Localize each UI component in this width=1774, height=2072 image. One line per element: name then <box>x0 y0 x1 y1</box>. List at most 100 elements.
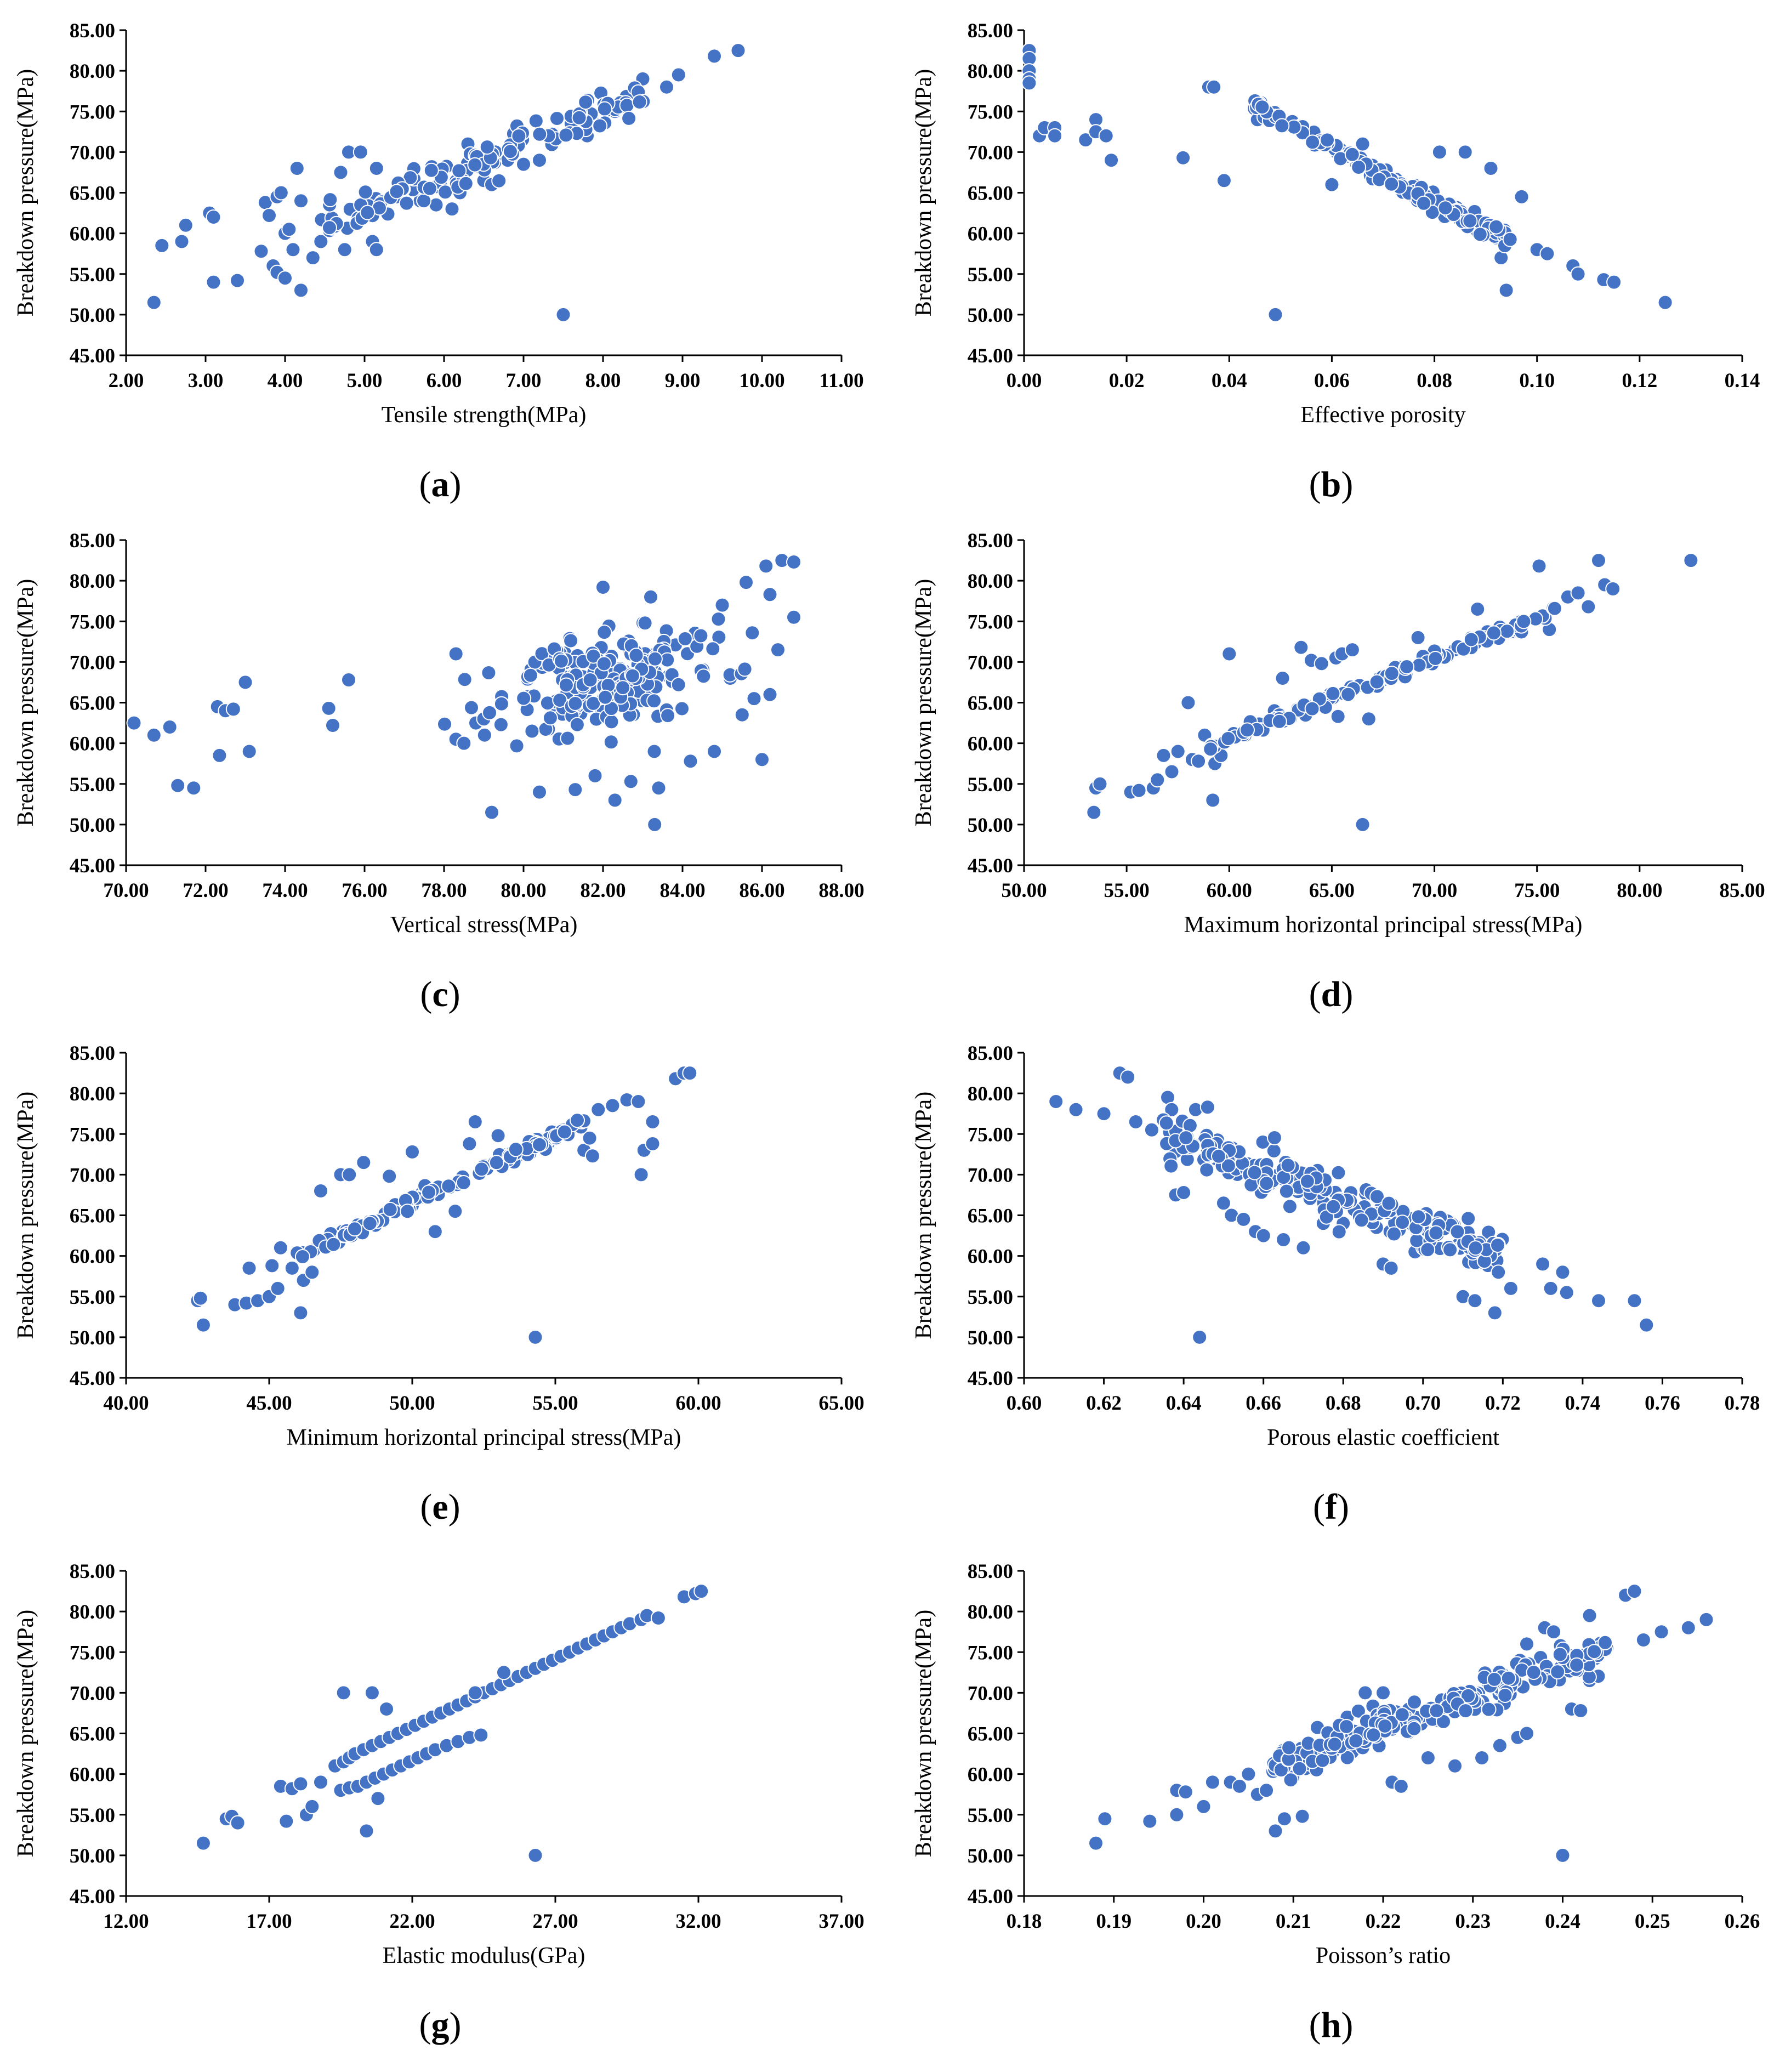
data-point <box>1467 1293 1483 1309</box>
data-point <box>285 242 301 258</box>
chart-panel-d: 50.00 55.00 60.00 65.00 70.00 75.00 80.00 85.00… <box>911 530 1765 1014</box>
data-point <box>1481 1701 1497 1717</box>
data-point <box>1150 772 1165 788</box>
data-point <box>567 782 583 798</box>
data-point <box>456 1175 471 1190</box>
data-points <box>190 1065 698 1345</box>
y-tick-label: 75.00 <box>968 1642 1013 1664</box>
panel-label-open: ( <box>1309 2005 1321 2045</box>
x-tick-label: 37.00 <box>818 1910 864 1933</box>
data-point <box>1326 1199 1341 1214</box>
data-point <box>272 1240 288 1256</box>
data-point <box>1591 1293 1606 1309</box>
data-point <box>488 1155 504 1171</box>
panel-label-close: ) <box>1337 1487 1349 1527</box>
y-tick-label: 80.00 <box>968 1083 1013 1105</box>
data-point <box>357 184 373 200</box>
data-point <box>1381 1195 1397 1211</box>
data-point <box>1492 1738 1508 1753</box>
data-point <box>660 708 676 724</box>
data-point <box>738 575 754 591</box>
data-point <box>553 653 569 669</box>
data-point <box>441 1178 457 1194</box>
data-point <box>126 715 142 731</box>
data-point <box>325 718 340 733</box>
data-point <box>563 633 579 649</box>
data-point <box>532 126 548 142</box>
x-axis-title: Tensile strength(MPa) <box>382 402 587 428</box>
y-tick-label: 80.00 <box>70 60 115 83</box>
data-point <box>423 162 439 178</box>
data-point <box>1104 152 1119 168</box>
data-point <box>1175 150 1191 166</box>
data-point <box>1169 1807 1185 1823</box>
data-point <box>1255 1228 1271 1244</box>
data-point <box>571 110 587 126</box>
data-point <box>1128 1114 1144 1129</box>
data-point <box>1295 1240 1311 1256</box>
data-point <box>682 1065 698 1081</box>
data-point <box>1503 1280 1519 1296</box>
x-tick-label: 0.10 <box>1519 370 1555 392</box>
panel-label: (b) <box>1309 464 1354 504</box>
data-point <box>467 1685 483 1701</box>
data-point <box>1407 1694 1422 1710</box>
data-point <box>458 175 474 191</box>
data-point <box>1199 1162 1215 1178</box>
x-tick-label: 45.00 <box>246 1392 292 1415</box>
x-tick-label: 84.00 <box>659 879 705 902</box>
data-point <box>1591 553 1606 569</box>
y-tick-label: 50.00 <box>70 814 115 837</box>
data-point <box>1176 1185 1192 1200</box>
data-point <box>1543 1280 1559 1296</box>
x-tick-label: 0.78 <box>1725 1392 1760 1415</box>
data-point <box>1516 614 1532 629</box>
data-point <box>162 719 178 735</box>
x-tick-label: 74.00 <box>262 879 308 902</box>
x-tick-label: 12.00 <box>103 1910 149 1933</box>
data-point <box>1164 1102 1180 1117</box>
data-point <box>457 672 473 688</box>
y-axis-title: Breakdown pressure(MPa) <box>13 1610 38 1857</box>
data-point <box>1254 99 1270 115</box>
data-point <box>710 611 726 627</box>
data-point <box>336 1685 351 1701</box>
data-point <box>633 1167 649 1183</box>
data-point <box>1486 1671 1502 1687</box>
data-point <box>647 816 663 832</box>
y-tick-label: 50.00 <box>968 1327 1013 1349</box>
data-point <box>1220 731 1236 746</box>
data-point <box>508 1142 524 1157</box>
data-point <box>294 1249 310 1264</box>
data-point <box>1420 1750 1436 1766</box>
data-point <box>444 201 460 217</box>
data-point <box>1339 1719 1355 1734</box>
x-tick-label: 0.00 <box>1007 370 1042 392</box>
data-points <box>1021 43 1673 322</box>
data-point <box>1247 1165 1263 1180</box>
data-point <box>1428 1225 1444 1241</box>
data-point <box>253 243 269 259</box>
x-tick-label: 0.22 <box>1366 1910 1401 1933</box>
y-axis-title: Breakdown pressure(MPa) <box>911 69 936 316</box>
x-tick-label: 75.00 <box>1514 879 1560 902</box>
panel-label-open: ( <box>419 464 431 504</box>
data-point <box>1606 274 1622 290</box>
data-point <box>206 209 221 225</box>
data-point <box>1519 1725 1534 1741</box>
panel-label-letter: d <box>1321 974 1341 1014</box>
chart-panel-a: 2.00 3.00 4.00 5.00 6.00 7.00 8.00 9.00 10.00 11.… <box>13 20 864 504</box>
data-point <box>582 1130 598 1146</box>
data-point <box>1442 1242 1458 1258</box>
data-point <box>1355 136 1371 152</box>
x-axis-title: Maximum horizontal principal stress(MPa) <box>1184 912 1583 938</box>
data-point <box>1283 1772 1299 1788</box>
data-point <box>1497 1688 1513 1703</box>
data-point <box>628 648 644 663</box>
x-tick-label: 0.14 <box>1725 370 1760 392</box>
data-point <box>1275 671 1290 686</box>
x-tick-label: 32.00 <box>675 1910 721 1933</box>
y-tick-label: 55.00 <box>968 1804 1013 1827</box>
data-point <box>1546 600 1562 616</box>
data-point <box>1092 776 1108 792</box>
